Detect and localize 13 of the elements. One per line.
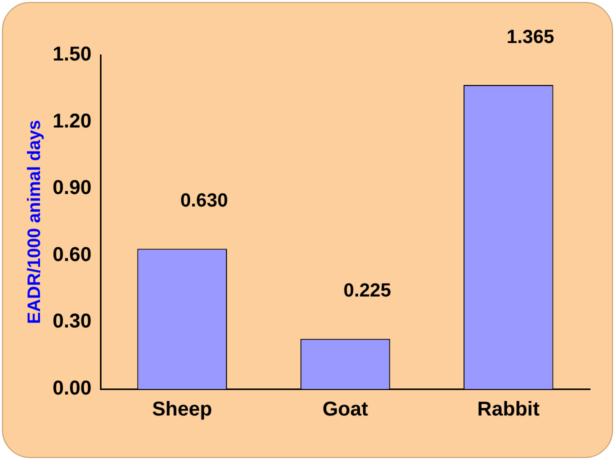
y-axis-title: EADR/1000 animal days xyxy=(24,120,44,324)
x-tick-label: Sheep xyxy=(152,398,212,421)
data-label: 0.225 xyxy=(343,280,392,302)
x-tick-label: Rabbit xyxy=(477,398,540,421)
y-tick-label: 1.50 xyxy=(52,44,92,66)
data-label: 1.365 xyxy=(506,26,555,48)
y-tick-label: 0.30 xyxy=(52,310,92,333)
data-label: 0.630 xyxy=(180,190,228,212)
y-tick-label: 0.00 xyxy=(52,378,92,400)
y-tick-label: 0.90 xyxy=(52,177,92,200)
y-tick-label: 0.60 xyxy=(52,244,92,266)
x-tick-label: Goat xyxy=(322,398,368,421)
y-tick-label: 1.20 xyxy=(52,110,92,132)
